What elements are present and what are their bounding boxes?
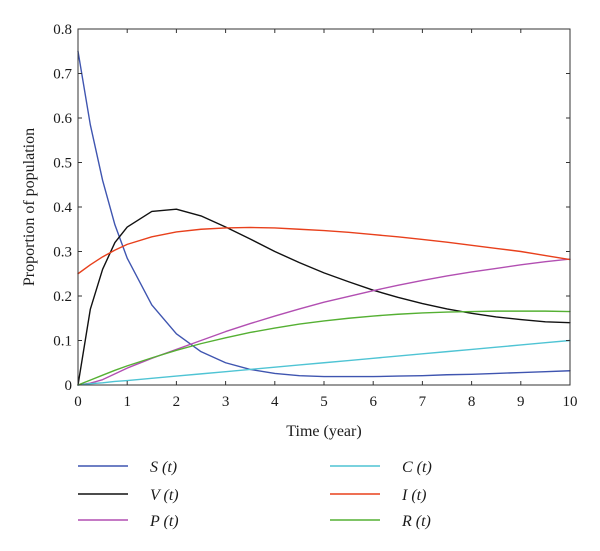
legend-label: S (t) xyxy=(150,459,177,476)
y-tick-label: 0.1 xyxy=(53,334,72,350)
legend: S (t) V (t) P (t) C (t) I (t) R (t) xyxy=(78,459,432,530)
legend-label: V (t) xyxy=(150,487,179,504)
y-tick-label: 0.5 xyxy=(53,156,72,172)
legend-item: R (t) xyxy=(330,513,431,530)
legend-item: S (t) xyxy=(78,459,177,476)
legend-item: P (t) xyxy=(78,513,179,530)
legend-label: P (t) xyxy=(149,513,179,530)
series-line-2 xyxy=(77,258,571,386)
x-tick-label: 5 xyxy=(320,394,328,410)
legend-item: V (t) xyxy=(78,487,179,504)
series-line-5 xyxy=(77,310,571,386)
x-tick-label: 4 xyxy=(271,394,279,410)
axis-ticks xyxy=(77,28,571,386)
x-tick-label: 9 xyxy=(517,394,525,410)
x-tick-label: 7 xyxy=(419,394,427,410)
axis-tick-labels: 0 1 2 3 4 5 6 7 8 9 10 0 0.1 0.2 0.3 0.4 0.5 0.6 0.7 0.8 xyxy=(53,22,577,410)
plot-frame xyxy=(77,28,571,386)
x-tick-label: 1 xyxy=(123,394,131,410)
y-tick-label: 0.2 xyxy=(53,289,72,305)
legend-item: I (t) xyxy=(330,487,426,504)
x-tick-label: 10 xyxy=(563,394,578,410)
series-line-3 xyxy=(77,339,571,386)
y-tick-label: 0.4 xyxy=(53,200,72,216)
series-line-1 xyxy=(77,208,571,386)
legend-label: I (t) xyxy=(401,487,426,504)
y-tick-label: 0.8 xyxy=(53,22,72,38)
legend-item: C (t) xyxy=(330,459,432,476)
plot-lines xyxy=(77,50,571,386)
x-tick-label: 3 xyxy=(222,394,230,410)
legend-label: C (t) xyxy=(402,459,432,476)
y-axis-label: Proportion of population xyxy=(21,128,38,286)
series-line-0 xyxy=(77,50,571,378)
legend-label: R (t) xyxy=(401,513,431,530)
x-tick-label: 6 xyxy=(369,394,377,410)
x-tick-label: 8 xyxy=(468,394,476,410)
x-tick-label: 0 xyxy=(74,394,82,410)
x-tick-label: 2 xyxy=(173,394,181,410)
y-tick-label: 0.7 xyxy=(53,67,72,83)
y-tick-label: 0.6 xyxy=(53,111,72,127)
series-line-4 xyxy=(77,226,571,275)
y-tick-label: 0.3 xyxy=(53,245,72,261)
y-tick-label: 0 xyxy=(65,378,73,394)
x-axis-label: Time (year) xyxy=(286,423,361,440)
